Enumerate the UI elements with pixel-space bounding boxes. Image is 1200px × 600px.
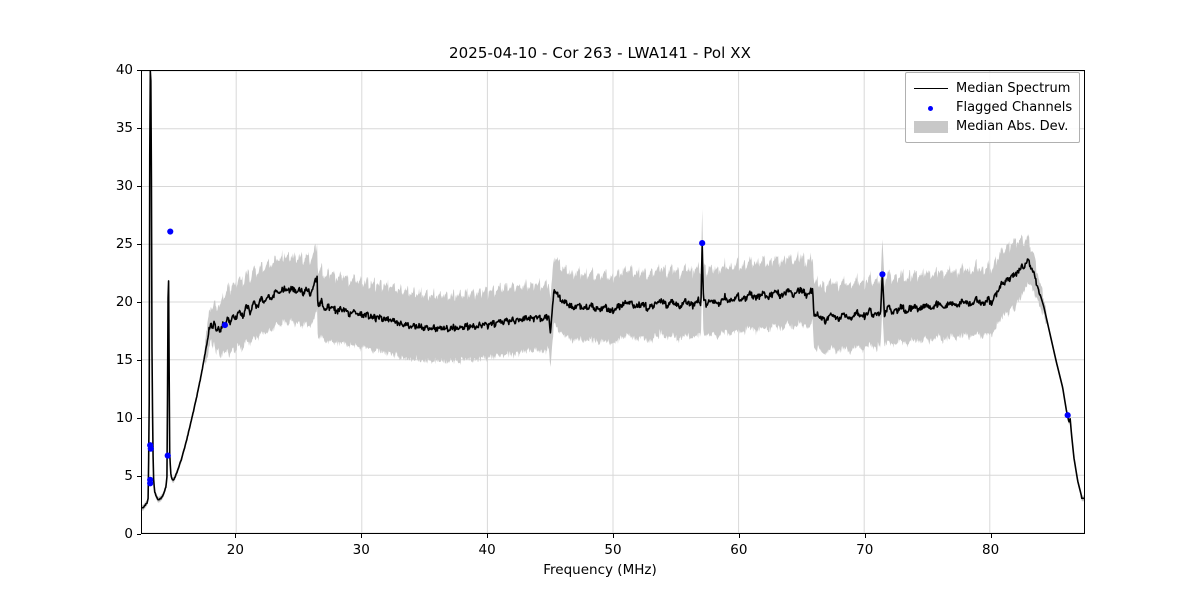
- plot-area: [141, 70, 1085, 534]
- line-swatch-icon: [913, 82, 949, 96]
- y-tick-label: 20: [115, 294, 133, 310]
- x-tick-label: 60: [730, 542, 748, 558]
- grid-lines: [142, 71, 1084, 533]
- flagged-channel-marker[interactable]: [164, 452, 171, 459]
- y-tick-label: 10: [115, 410, 133, 426]
- flagged-channel-marker[interactable]: [167, 228, 174, 235]
- y-tick-mark: [137, 360, 141, 361]
- y-tick-label: 5: [124, 468, 133, 484]
- y-tick-mark: [137, 128, 141, 129]
- x-tick-label: 20: [226, 542, 244, 558]
- x-tick-mark: [487, 534, 489, 538]
- y-tick-label: 40: [115, 62, 133, 78]
- x-tick-mark: [864, 534, 866, 538]
- x-axis-label: Frequency (MHz): [543, 562, 657, 578]
- legend-item-flagged-channels: Flagged Channels: [913, 98, 1073, 117]
- flagged-channel-marker[interactable]: [221, 322, 228, 329]
- legend: Median Spectrum Flagged Channels Median …: [905, 72, 1080, 143]
- y-tick-label: 0: [124, 526, 133, 542]
- x-tick-mark: [361, 534, 363, 538]
- y-tick-mark: [137, 534, 141, 535]
- flagged-channel-marker[interactable]: [1064, 412, 1071, 419]
- band-swatch-icon: [913, 120, 949, 134]
- legend-label: Median Abs. Dev.: [956, 119, 1069, 134]
- legend-item-median-spectrum: Median Spectrum: [913, 79, 1071, 98]
- dot-swatch-icon: [913, 101, 949, 115]
- flagged-channel-markers[interactable]: [147, 228, 1071, 487]
- flagged-channel-marker[interactable]: [879, 271, 886, 278]
- median-spectrum-line: [142, 71, 1084, 509]
- legend-label: Flagged Channels: [956, 100, 1073, 115]
- x-tick-mark: [738, 534, 740, 538]
- plot-canvas: [142, 71, 1084, 533]
- flagged-channel-marker[interactable]: [699, 240, 706, 247]
- y-tick-label: 25: [115, 236, 133, 252]
- x-tick-mark: [990, 534, 992, 538]
- x-tick-label: 40: [478, 542, 496, 558]
- x-tick-label: 70: [856, 542, 874, 558]
- y-tick-mark: [137, 476, 141, 477]
- legend-item-median-abs-dev: Median Abs. Dev.: [913, 117, 1071, 136]
- page-title: 2025-04-10 - Cor 263 - LWA141 - Pol XX: [448, 44, 752, 62]
- y-tick-mark: [137, 70, 141, 71]
- y-tick-label: 15: [115, 352, 133, 368]
- legend-label: Median Spectrum: [956, 81, 1071, 96]
- y-tick-mark: [137, 302, 141, 303]
- y-tick-mark: [137, 244, 141, 245]
- y-tick-label: 35: [115, 120, 133, 136]
- x-tick-label: 80: [982, 542, 1000, 558]
- x-tick-label: 30: [352, 542, 370, 558]
- x-tick-mark: [613, 534, 614, 538]
- y-tick-mark: [137, 418, 141, 419]
- x-tick-label: 50: [604, 542, 622, 558]
- flagged-channel-marker[interactable]: [147, 476, 154, 483]
- median-abs-dev-band: [142, 71, 1084, 511]
- x-tick-mark: [235, 534, 237, 538]
- y-tick-label: 30: [115, 178, 133, 194]
- flagged-channel-marker[interactable]: [147, 442, 154, 449]
- y-tick-mark: [137, 186, 141, 187]
